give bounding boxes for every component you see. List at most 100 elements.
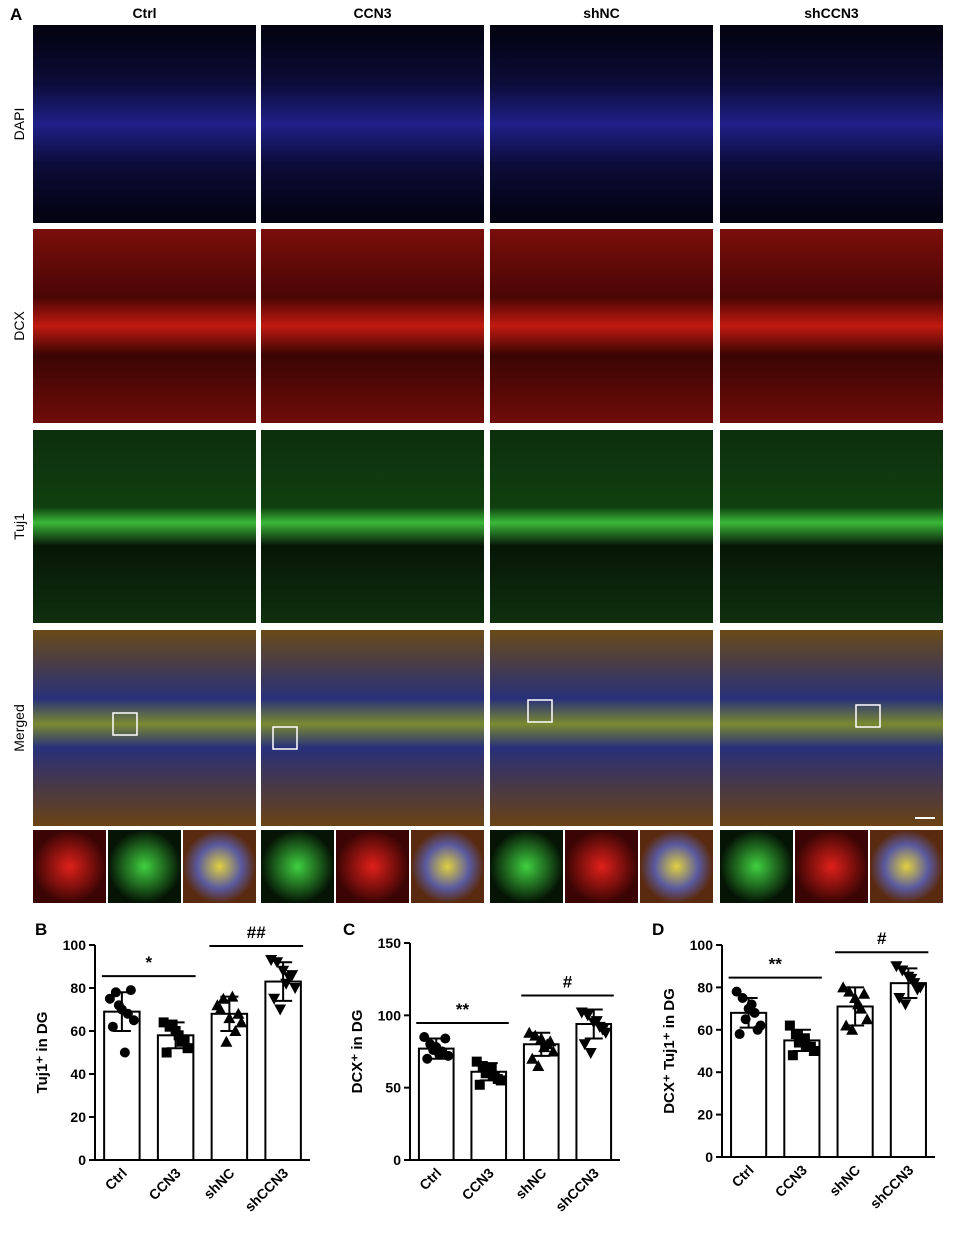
x-tick-label: shNC bbox=[826, 1162, 863, 1199]
y-tick-label: 150 bbox=[378, 935, 402, 951]
data-point bbox=[858, 987, 871, 999]
data-point bbox=[182, 1043, 193, 1054]
data-point bbox=[731, 986, 742, 997]
data-point bbox=[235, 1016, 248, 1028]
micrograph bbox=[720, 630, 943, 826]
y-tick-label: 80 bbox=[70, 980, 86, 996]
data-point bbox=[492, 1073, 503, 1084]
significance-mark: ** bbox=[456, 1000, 470, 1019]
column-header: CCN3 bbox=[353, 5, 391, 21]
micrograph bbox=[33, 630, 256, 826]
x-tick-label: CCN3 bbox=[459, 1165, 497, 1203]
data-point bbox=[173, 1030, 184, 1041]
data-point bbox=[113, 1000, 124, 1011]
inset-micrograph bbox=[33, 830, 106, 903]
data-point bbox=[104, 993, 115, 1004]
data-point bbox=[749, 1007, 760, 1018]
micrograph bbox=[490, 630, 713, 826]
data-point bbox=[584, 1047, 597, 1059]
data-point bbox=[232, 1007, 245, 1019]
data-point bbox=[805, 1041, 816, 1052]
data-point bbox=[158, 1017, 169, 1028]
column-header: shCCN3 bbox=[804, 5, 859, 21]
data-point bbox=[538, 1041, 551, 1053]
data-point bbox=[214, 1003, 227, 1015]
micrograph bbox=[261, 229, 484, 423]
x-tick-label: shNC bbox=[512, 1165, 549, 1202]
data-point bbox=[217, 992, 230, 1004]
bar-chart: D DCX⁺ Tuj1⁺ in DG 0 20 40 60 80 100 Ctrl CCN3 shN… bbox=[652, 920, 935, 1212]
bar bbox=[210, 1012, 249, 1161]
data-point bbox=[893, 993, 906, 1004]
axis bbox=[94, 945, 310, 1161]
data-point bbox=[422, 1053, 433, 1064]
data-point bbox=[226, 990, 239, 1002]
column-header: Ctrl bbox=[132, 5, 156, 21]
y-axis-label: DCX⁺ in DG bbox=[349, 1010, 366, 1094]
data-point bbox=[896, 965, 909, 977]
data-point bbox=[477, 1060, 488, 1071]
data-point bbox=[752, 1024, 763, 1035]
significance-mark: # bbox=[563, 973, 573, 992]
data-point bbox=[128, 1015, 139, 1026]
micrograph bbox=[261, 25, 484, 223]
y-tick-label: 20 bbox=[697, 1107, 713, 1123]
micrograph bbox=[490, 430, 713, 623]
data-point bbox=[523, 1026, 536, 1038]
data-point bbox=[274, 1004, 287, 1016]
data-point bbox=[289, 983, 302, 994]
data-point bbox=[419, 1032, 430, 1043]
data-point bbox=[161, 1047, 172, 1058]
data-point bbox=[526, 1052, 539, 1064]
data-point bbox=[167, 1019, 178, 1030]
data-point bbox=[544, 1035, 557, 1047]
data-point bbox=[440, 1033, 451, 1044]
significance-mark: # bbox=[877, 929, 887, 948]
data-point bbox=[911, 984, 924, 996]
data-point bbox=[220, 1035, 233, 1047]
data-point bbox=[837, 981, 850, 993]
y-tick-label: 0 bbox=[705, 1149, 713, 1165]
data-point bbox=[280, 978, 293, 990]
data-point bbox=[799, 1033, 810, 1044]
data-point bbox=[119, 1047, 130, 1058]
data-point bbox=[846, 1023, 859, 1035]
data-point bbox=[535, 1032, 548, 1044]
data-point bbox=[596, 1024, 609, 1036]
y-tick-label: 100 bbox=[378, 1007, 402, 1023]
column-header: shNC bbox=[583, 5, 620, 21]
panel-label: B bbox=[35, 920, 47, 939]
micrograph bbox=[720, 430, 943, 623]
data-point bbox=[578, 1039, 591, 1051]
data-point bbox=[905, 973, 918, 985]
row-label: Tuj1 bbox=[11, 513, 27, 540]
data-point bbox=[471, 1056, 482, 1067]
data-point bbox=[229, 1025, 242, 1036]
axis bbox=[721, 945, 935, 1158]
y-tick-label: 100 bbox=[690, 937, 714, 953]
inset-micrograph bbox=[640, 830, 713, 903]
bar bbox=[889, 982, 927, 1158]
inset-micrograph bbox=[795, 830, 868, 903]
data-point bbox=[443, 1050, 454, 1061]
row-label: Merged bbox=[11, 704, 27, 751]
data-point bbox=[734, 1029, 745, 1040]
data-point bbox=[110, 987, 121, 998]
y-axis-label: DCX⁺ Tuj1⁺ in DG bbox=[661, 988, 678, 1114]
data-point bbox=[529, 1029, 542, 1041]
row-label: DAPI bbox=[11, 108, 27, 141]
data-point bbox=[486, 1063, 497, 1074]
roi-box bbox=[855, 704, 881, 728]
y-tick-label: 40 bbox=[697, 1064, 713, 1080]
data-point bbox=[843, 985, 856, 997]
data-point bbox=[787, 1050, 798, 1061]
significance-mark: ## bbox=[247, 923, 266, 942]
panel-label: D bbox=[652, 920, 664, 939]
data-point bbox=[223, 1012, 236, 1024]
data-point bbox=[268, 993, 281, 1005]
bar bbox=[417, 1047, 455, 1162]
inset-micrograph bbox=[870, 830, 943, 903]
